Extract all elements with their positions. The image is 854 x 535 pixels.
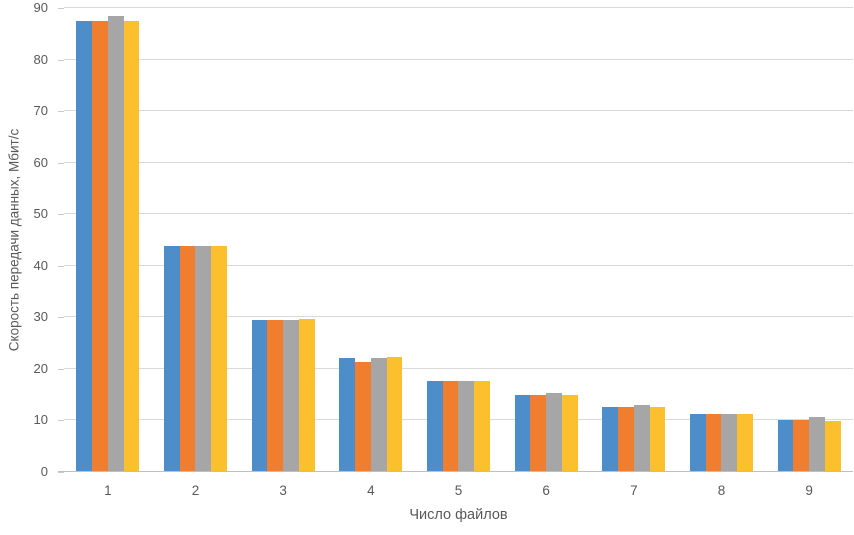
bar-group-4 — [327, 8, 415, 472]
bar-series-1-cat-1 — [76, 20, 93, 472]
bar-series-4-cat-1 — [123, 20, 140, 472]
x-tick-label-9: 9 — [805, 483, 813, 498]
bar-series-3-cat-4 — [370, 357, 387, 472]
y-tick-label-90: 90 — [33, 0, 48, 15]
y-tick-label-40: 40 — [33, 257, 48, 273]
bar-series-2-cat-2 — [179, 246, 196, 472]
bar-series-3-cat-5 — [458, 381, 475, 472]
gridline-50 — [64, 213, 853, 215]
gridline-20 — [64, 367, 853, 369]
bar-series-2-cat-5 — [442, 381, 459, 472]
bar-series-4-cat-9 — [824, 420, 841, 472]
y-tick-label-30: 30 — [33, 309, 48, 325]
y-tick-mark-60 — [58, 162, 64, 164]
bar-series-4-cat-4 — [386, 357, 403, 472]
bar-series-1-cat-2 — [163, 246, 180, 472]
y-tick-label-10: 10 — [33, 412, 48, 428]
bar-series-2-cat-9 — [793, 419, 810, 472]
y-tick-mark-10 — [58, 420, 64, 422]
x-tick-label-6: 6 — [542, 483, 550, 498]
x-tick-label-5: 5 — [454, 483, 463, 498]
y-tick-label-80: 80 — [33, 51, 48, 67]
bar-group-7 — [590, 8, 678, 472]
gridline-60 — [64, 161, 853, 163]
bar-series-3-cat-6 — [546, 393, 562, 472]
bar-group-5 — [415, 8, 503, 472]
bar-series-2-cat-8 — [705, 414, 722, 472]
y-tick-mark-80 — [58, 59, 64, 61]
bar-series-1-cat-8 — [689, 414, 706, 472]
bar-series-3-cat-2 — [195, 246, 212, 472]
bar-series-4-cat-3 — [298, 319, 315, 472]
x-tick-label-7: 7 — [630, 483, 638, 498]
bar-series-3-cat-8 — [721, 414, 738, 472]
gridline-80 — [64, 58, 853, 60]
gridline-30 — [64, 316, 853, 318]
bar-series-1-cat-7 — [602, 407, 619, 472]
bar-series-3-cat-7 — [633, 404, 650, 472]
bar-series-2-cat-3 — [267, 320, 284, 472]
y-tick-label-70: 70 — [33, 103, 48, 119]
y-tick-mark-20 — [58, 368, 64, 370]
y-tick-mark-70 — [58, 111, 64, 113]
plot-area — [58, 7, 853, 472]
bar-group-6 — [502, 8, 590, 472]
x-tick-label-4: 4 — [367, 483, 375, 498]
y-tick-mark-40 — [58, 265, 64, 267]
bar-series-3-cat-3 — [283, 320, 299, 472]
bar-series-3-cat-1 — [107, 15, 124, 472]
gridline-40 — [64, 264, 853, 266]
bar-group-9 — [765, 8, 853, 472]
bar-group-8 — [678, 8, 766, 472]
gridline-70 — [64, 110, 853, 112]
bar-series-4-cat-8 — [737, 413, 754, 472]
bar-series-4-cat-5 — [474, 381, 491, 472]
y-tick-mark-90 — [58, 8, 64, 9]
x-axis-line — [58, 471, 853, 472]
bar-series-2-cat-4 — [355, 362, 371, 472]
x-tick-label-2: 2 — [191, 483, 200, 498]
bar-series-1-cat-6 — [514, 395, 531, 472]
y-tick-mark-50 — [58, 214, 64, 216]
bar-group-3 — [239, 8, 327, 472]
bar-series-2-cat-7 — [618, 406, 634, 472]
y-tick-label-0: 0 — [40, 464, 48, 479]
x-tick-label-3: 3 — [279, 483, 287, 498]
y-tick-label-50: 50 — [33, 206, 48, 222]
bar-series-4-cat-2 — [211, 246, 228, 472]
bar-series-1-cat-4 — [339, 357, 356, 472]
x-tick-label-1: 1 — [104, 483, 112, 498]
bar-series-4-cat-7 — [649, 406, 666, 472]
bar-group-1 — [64, 8, 152, 472]
y-tick-label-60: 60 — [33, 154, 48, 170]
y-tick-mark-0 — [58, 472, 64, 473]
y-tick-mark-30 — [58, 317, 64, 319]
bar-series-1-cat-5 — [426, 381, 443, 472]
x-axis-title: Число файлов — [409, 507, 508, 523]
bar-group-2 — [152, 8, 240, 472]
bar-series-1-cat-3 — [251, 320, 268, 472]
bar-series-1-cat-9 — [777, 420, 794, 472]
gridline-90 — [64, 7, 853, 8]
x-tick-label-8: 8 — [717, 483, 726, 498]
bar-series-4-cat-6 — [561, 395, 578, 472]
bar-series-2-cat-6 — [530, 395, 547, 472]
y-tick-label-20: 20 — [33, 360, 48, 376]
bar-series-2-cat-1 — [92, 20, 108, 472]
bar-series-3-cat-9 — [809, 416, 825, 472]
